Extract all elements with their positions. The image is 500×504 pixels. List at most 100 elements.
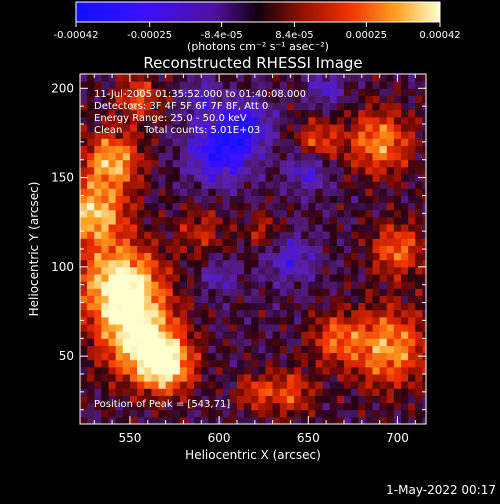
heatmap-cell [122, 281, 131, 289]
heatmap-cell [393, 238, 402, 246]
heatmap-cell [244, 252, 252, 261]
heatmap-cell [165, 138, 174, 146]
heatmap-cell [343, 188, 352, 196]
heatmap-cell [415, 259, 423, 268]
heatmap-cell [329, 324, 338, 332]
heatmap-cell [158, 359, 167, 368]
heatmap-cell [201, 324, 209, 332]
heatmap-cell [229, 109, 238, 118]
heatmap-cell [80, 331, 88, 339]
heatmap-cell [358, 145, 366, 154]
heatmap-cell [172, 238, 181, 246]
heatmap-cell [172, 388, 181, 396]
heatmap-cell [422, 331, 426, 339]
heatmap-cell [258, 388, 266, 396]
heatmap-cell [236, 374, 245, 382]
heatmap-cell [265, 395, 274, 404]
heatmap-cell [379, 138, 388, 146]
heatmap-cell [129, 174, 138, 182]
heatmap-cell [372, 224, 381, 232]
heatmap-cell [343, 266, 352, 275]
heatmap-cell [115, 288, 124, 296]
heatmap-cell [179, 245, 188, 254]
heatmap-cell [372, 131, 381, 139]
heatmap-cell [372, 324, 381, 332]
heatmap-cell [294, 266, 302, 275]
heatmap-cell [301, 209, 309, 218]
heatmap-cell [358, 224, 366, 232]
heatmap-cell [122, 338, 131, 346]
heatmap-cell [236, 416, 245, 424]
heatmap-cell [408, 102, 416, 111]
heatmap-cell [265, 109, 274, 118]
heatmap-cell [258, 324, 266, 332]
heatmap-cell [322, 88, 331, 96]
heatmap-cell [187, 402, 195, 411]
heatmap-cell [187, 166, 195, 175]
heatmap-cell [244, 402, 252, 411]
heatmap-cell [244, 124, 252, 132]
heatmap-cell [351, 124, 359, 132]
heatmap-cell [87, 288, 95, 296]
heatmap-cell [94, 395, 102, 404]
heatmap-cell [272, 138, 281, 146]
heatmap-cell [336, 395, 345, 404]
heatmap-cell [194, 259, 202, 268]
heatmap-cell [244, 138, 252, 146]
heatmap-cell [236, 109, 245, 118]
heatmap-cell [87, 159, 95, 168]
heatmap-cell [179, 352, 188, 361]
heatmap-cell [365, 81, 373, 89]
heatmap-cell [80, 224, 88, 232]
heatmap-cell [122, 174, 131, 182]
heatmap-cell [372, 281, 381, 289]
heatmap-cell [215, 152, 224, 161]
heatmap-cell [258, 138, 266, 146]
heatmap-cell [258, 188, 266, 196]
heatmap-cell [172, 266, 181, 275]
heatmap-cell [351, 338, 359, 346]
heatmap-cell [201, 259, 209, 268]
heatmap-cell [386, 324, 395, 332]
heatmap-cell [322, 216, 331, 225]
heatmap-cell [179, 252, 188, 261]
heatmap-cell [101, 124, 110, 132]
heatmap-cell [244, 324, 252, 332]
heatmap-cell [358, 302, 366, 311]
heatmap-cell [415, 102, 423, 111]
heatmap-cell [343, 181, 352, 189]
heatmap-cell [151, 131, 159, 139]
heatmap-cell [87, 145, 95, 154]
heatmap-cell [115, 338, 124, 346]
heatmap-cell [144, 359, 152, 368]
heatmap-cell [194, 316, 202, 325]
heatmap-cell [108, 124, 117, 132]
heatmap-cell [137, 416, 145, 424]
heatmap-cell [87, 209, 95, 218]
heatmap-cell [386, 159, 395, 168]
heatmap-cell [251, 209, 259, 218]
heatmap-cell [194, 202, 202, 211]
heatmap-cell [294, 381, 302, 389]
heatmap-cell [351, 245, 359, 254]
heatmap-cell [401, 116, 409, 125]
heatmap-cell [236, 209, 245, 218]
heatmap-cell [80, 402, 88, 411]
heatmap-cell [158, 374, 167, 382]
heatmap-cell [265, 81, 274, 89]
heatmap-cell [129, 216, 138, 225]
heatmap-cell [244, 274, 252, 282]
heatmap-cell [158, 238, 167, 246]
heatmap-cell [179, 238, 188, 246]
heatmap-cell [322, 359, 331, 368]
heatmap-cell [251, 138, 259, 146]
heatmap-cell [372, 124, 381, 132]
heatmap-cell [365, 388, 373, 396]
heatmap-cell [115, 152, 124, 161]
heatmap-cell [365, 195, 373, 204]
heatmap-cell [365, 124, 373, 132]
heatmap-cell [129, 395, 138, 404]
heatmap-cell [194, 174, 202, 182]
heatmap-cell [401, 374, 409, 382]
heatmap-cell [101, 174, 110, 182]
